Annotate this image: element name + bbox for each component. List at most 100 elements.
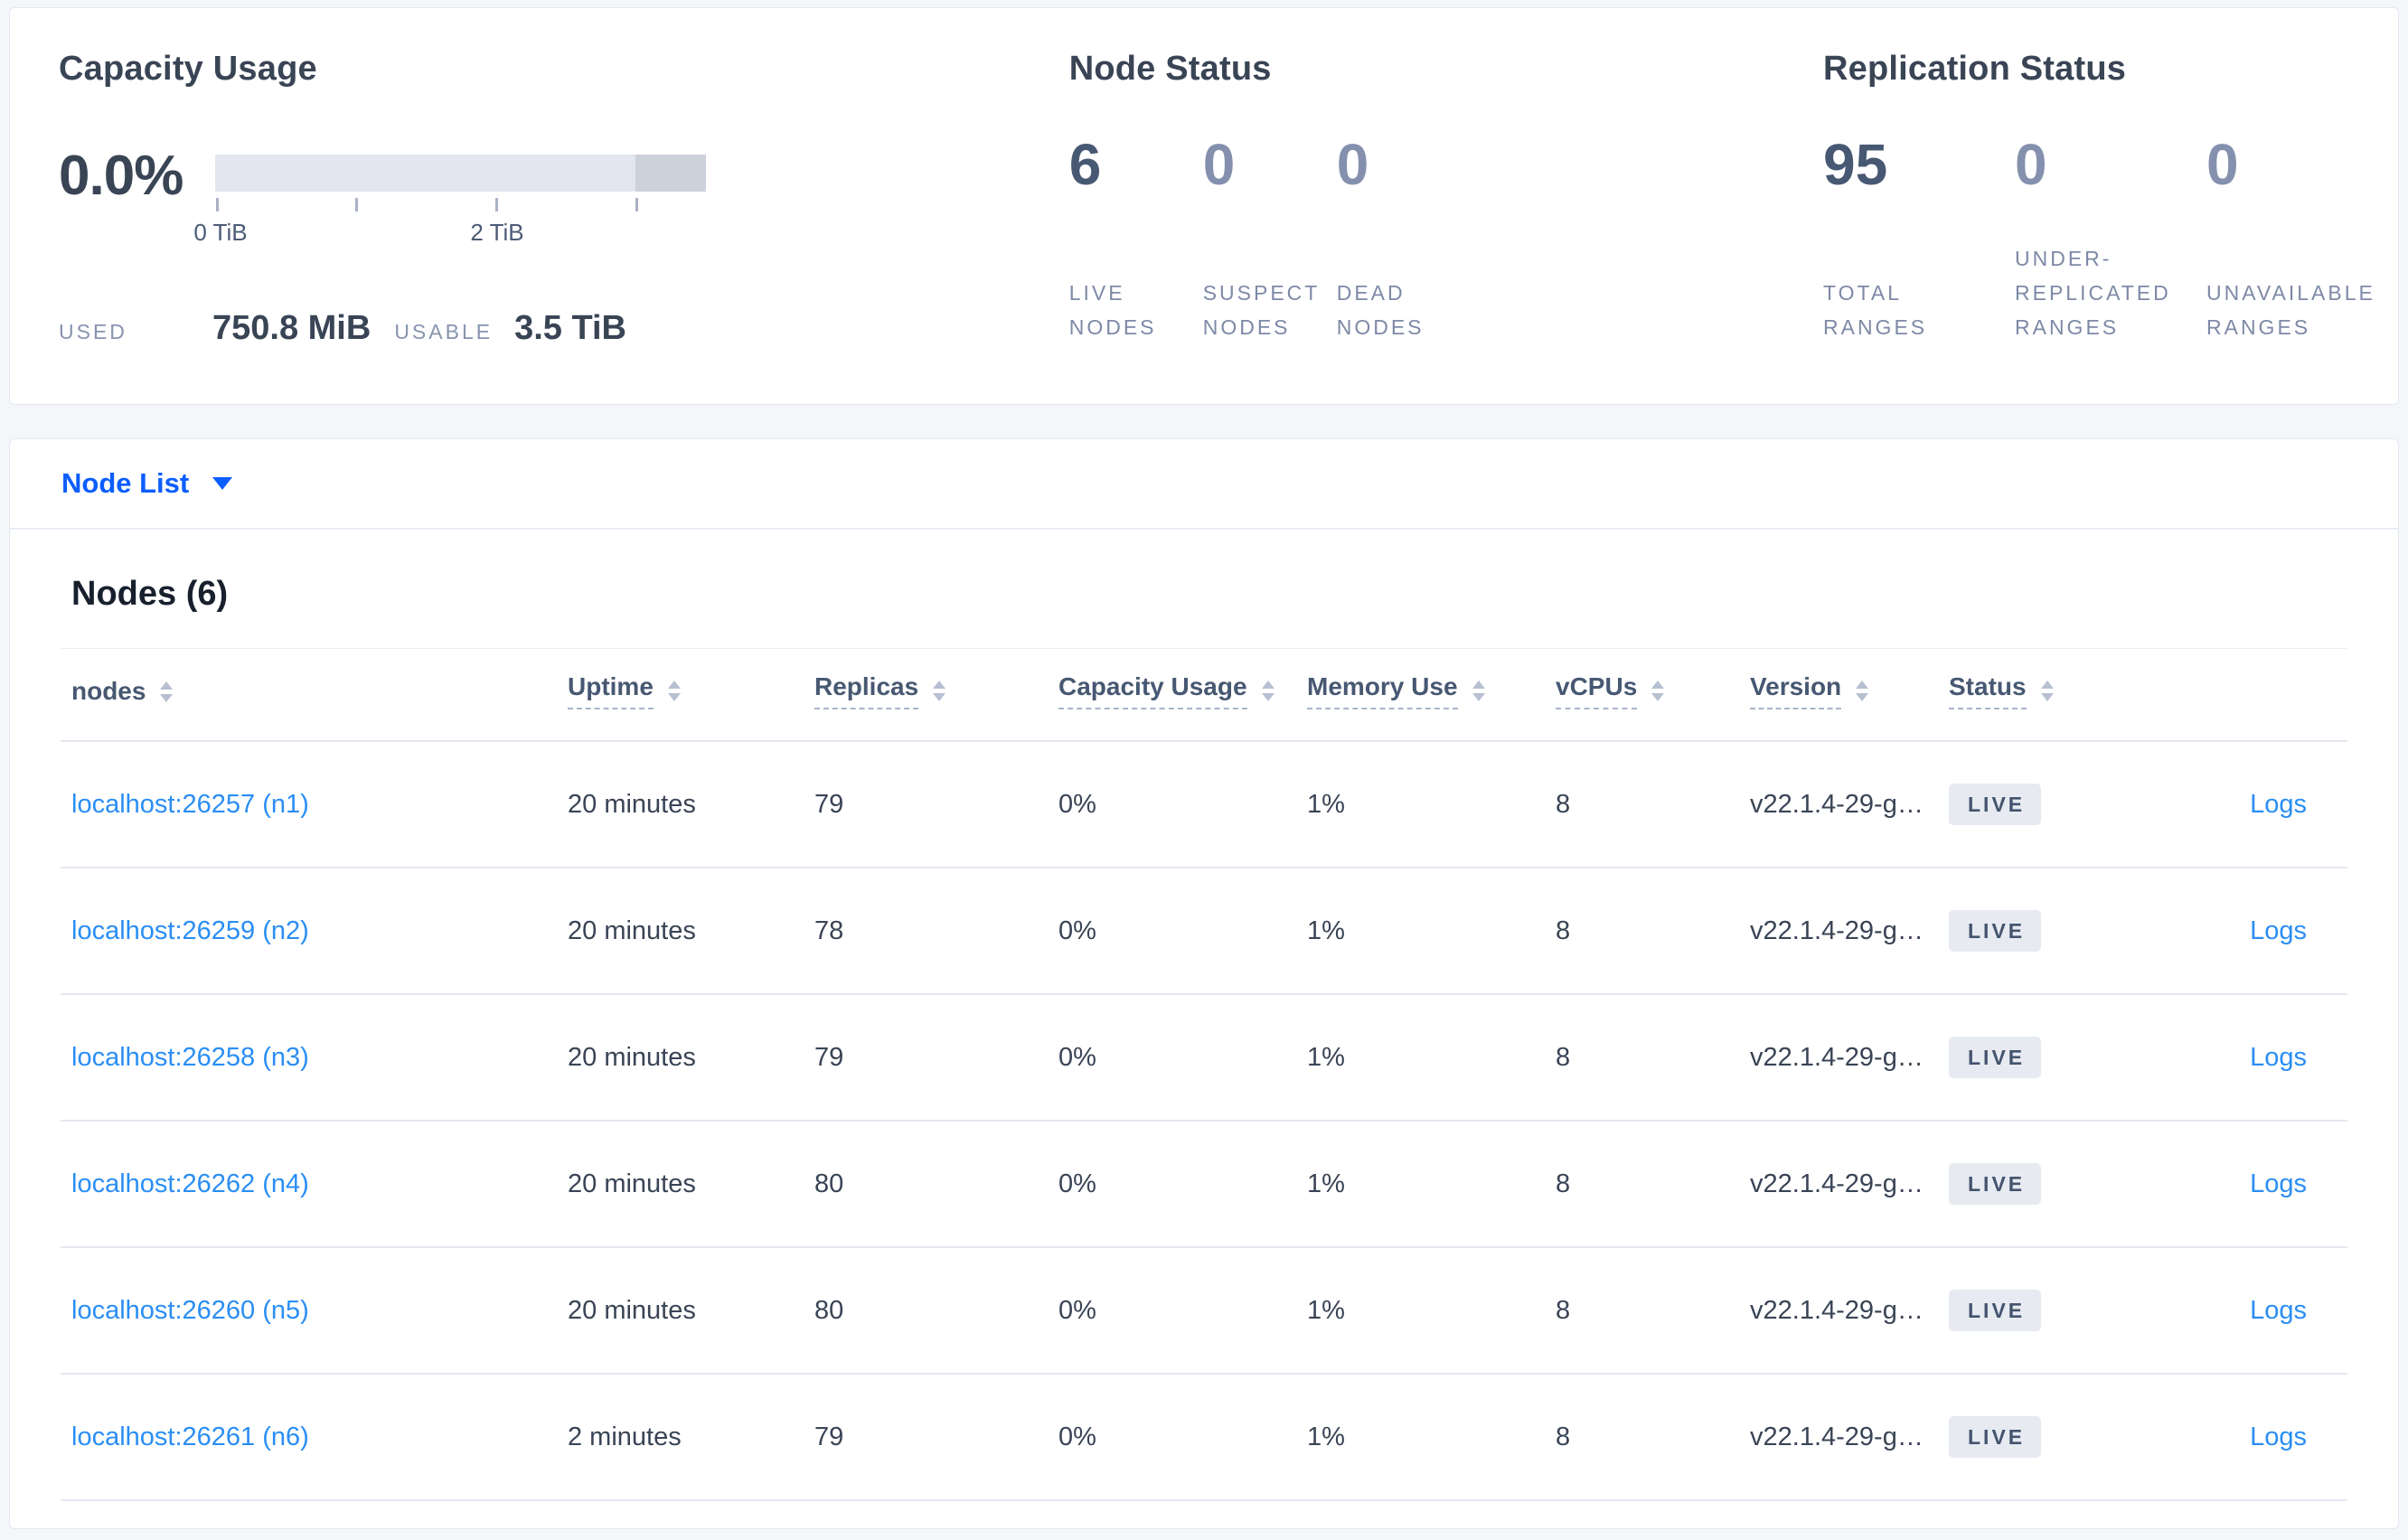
version-cell: v22.1.4-29-g… [1739, 994, 1938, 1122]
column-header-replicas[interactable]: Replicas [804, 648, 1048, 742]
used-label: USED [59, 320, 127, 343]
sort-icon [667, 681, 681, 701]
logs-link[interactable]: Logs [2250, 1169, 2307, 1198]
vcpus-cell: 8 [1545, 1247, 1739, 1375]
node-list-selector[interactable]: Node List [61, 467, 233, 500]
address-cell: localhost:26259 (n2) [61, 868, 557, 995]
logs-link[interactable]: Logs [2250, 789, 2307, 819]
column-header-version[interactable]: Version [1739, 648, 1938, 742]
table-row: localhost:26257 (n1) 20 minutes 79 0% 1% 8 v22… [61, 741, 2347, 869]
capacity-usage-cell: 0% [1048, 994, 1296, 1122]
capacity-usage-section: Capacity Usage 0.0% 0 TiB 2 TiB [59, 50, 1069, 404]
status-cell: LIVE [1938, 1247, 2123, 1375]
used-value: 750.8 MiB [212, 309, 372, 347]
summary-stat: 0 UNAVAILABLE RANGES [2206, 136, 2398, 345]
axis-tick [216, 198, 219, 211]
column-header-uptime[interactable]: Uptime [557, 648, 804, 742]
node-status-stats: 6 LIVE NODES 0 SUSPECT NODES 0 DEAD NODES [1069, 136, 1823, 345]
status-cell: LIVE [1938, 868, 2123, 995]
summary-stat: 0 SUSPECT NODES [1203, 136, 1337, 345]
uptime-cell: 20 minutes [557, 994, 804, 1122]
memory-use-cell: 1% [1296, 1374, 1545, 1501]
column-header-capacity-usage[interactable]: Capacity Usage [1048, 648, 1296, 742]
logs-link[interactable]: Logs [2250, 1422, 2307, 1451]
logs-link[interactable]: Logs [2250, 916, 2307, 945]
address-cell: localhost:26258 (n3) [61, 994, 557, 1122]
replication-status-stats: 95 TOTAL RANGES 0 UNDER-REPLICATED RANGES 0 U… [1823, 136, 2398, 345]
capacity-usage-cell: 0% [1048, 1121, 1296, 1248]
sort-icon [160, 681, 174, 702]
status-cell: LIVE [1938, 741, 2123, 869]
logs-link[interactable]: Logs [2250, 1042, 2307, 1072]
node-link[interactable]: localhost:26262 (n4) [71, 1169, 309, 1198]
uptime-cell: 20 minutes [557, 741, 804, 869]
capacity-usage-chart: 0.0% 0 TiB 2 TiB [59, 139, 1069, 255]
replicas-cell: 80 [804, 1247, 1048, 1375]
stat-label: SUSPECT NODES [1202, 281, 1320, 340]
table-row: localhost:26261 (n6) 2 minutes 79 0% 1% 8 v22.… [61, 1374, 2347, 1501]
status-cell: LIVE [1938, 1374, 2123, 1501]
summary-stat: 0 DEAD NODES [1337, 136, 1471, 345]
node-list-card: Node List Nodes (6) nodes Uptime Replicas C… [9, 438, 2399, 1529]
status-badge: LIVE [1949, 1416, 2042, 1458]
status-badge: LIVE [1949, 1037, 2042, 1078]
column-header-nodes[interactable]: nodes [61, 648, 557, 742]
uptime-cell: 20 minutes [557, 1247, 804, 1375]
nodes-table-section: Nodes (6) nodes Uptime Replicas Capacity Us… [10, 575, 2398, 1501]
column-header-status[interactable]: Status [1938, 648, 2123, 742]
vcpus-cell: 8 [1545, 741, 1739, 869]
memory-use-cell: 1% [1296, 994, 1545, 1122]
column-header-label: Version [1750, 672, 1842, 709]
column-header-label: Replicas [814, 672, 919, 709]
vcpus-cell: 8 [1545, 994, 1739, 1122]
node-link[interactable]: localhost:26259 (n2) [71, 916, 309, 945]
table-row: localhost:26258 (n3) 20 minutes 79 0% 1% 8 v22… [61, 994, 2347, 1122]
sort-icon [1651, 681, 1665, 701]
vcpus-cell: 8 [1545, 1374, 1739, 1501]
capacity-used-percent: 0.0% [59, 145, 183, 207]
stat-label: UNDER-REPLICATED RANGES [2015, 247, 2171, 340]
node-link[interactable]: localhost:26257 (n1) [71, 789, 309, 819]
replicas-cell: 80 [804, 1121, 1048, 1248]
status-badge: LIVE [1949, 910, 2042, 952]
address-cell: localhost:26262 (n4) [61, 1121, 557, 1248]
sort-icon [933, 681, 946, 701]
stat-value: 0 [2206, 132, 2239, 197]
axis-tick [355, 198, 358, 211]
logs-link[interactable]: Logs [2250, 1295, 2307, 1325]
nodes-table: nodes Uptime Replicas Capacity Usage Memory … [61, 648, 2347, 1501]
column-header-label: Status [1949, 672, 2027, 709]
address-cell: localhost:26257 (n1) [61, 741, 557, 869]
stat-value: 95 [1823, 132, 1888, 197]
uptime-cell: 2 minutes [557, 1374, 804, 1501]
capacity-usage-cell: 0% [1048, 741, 1296, 869]
node-list-selector-label: Node List [61, 467, 190, 499]
column-header-logs [2123, 648, 2347, 742]
replicas-cell: 79 [804, 994, 1048, 1122]
uptime-cell: 20 minutes [557, 1121, 804, 1248]
node-link[interactable]: localhost:26261 (n6) [71, 1422, 309, 1451]
capacity-bar-reserved-segment [635, 155, 706, 192]
column-header-label: nodes [71, 677, 146, 706]
node-link[interactable]: localhost:26260 (n5) [71, 1295, 309, 1325]
table-row: localhost:26259 (n2) 20 minutes 78 0% 1% 8 v22… [61, 868, 2347, 995]
sort-icon [1856, 681, 1869, 701]
logs-cell: Logs [2123, 741, 2347, 869]
column-header-vcpus[interactable]: vCPUs [1545, 648, 1739, 742]
column-header-memory-use[interactable]: Memory Use [1296, 648, 1545, 742]
status-cell: LIVE [1938, 1121, 2123, 1248]
status-cell: LIVE [1938, 994, 2123, 1122]
capacity-axis: 0 TiB 2 TiB [193, 192, 706, 255]
replicas-cell: 79 [804, 1374, 1048, 1501]
usable-label: USABLE [394, 320, 494, 343]
table-row: localhost:26260 (n5) 20 minutes 80 0% 1% 8 v22… [61, 1247, 2347, 1375]
status-badge: LIVE [1949, 784, 2042, 825]
stat-value: 0 [2015, 132, 2047, 197]
capacity-usage-cell: 0% [1048, 868, 1296, 995]
axis-tick-label: 2 TiB [470, 219, 524, 246]
node-link[interactable]: localhost:26258 (n3) [71, 1042, 309, 1072]
axis-tick-label: 0 TiB [193, 219, 248, 246]
uptime-cell: 20 minutes [557, 868, 804, 995]
usable-value: 3.5 TiB [514, 309, 626, 347]
summary-stat: 6 LIVE NODES [1069, 136, 1203, 345]
